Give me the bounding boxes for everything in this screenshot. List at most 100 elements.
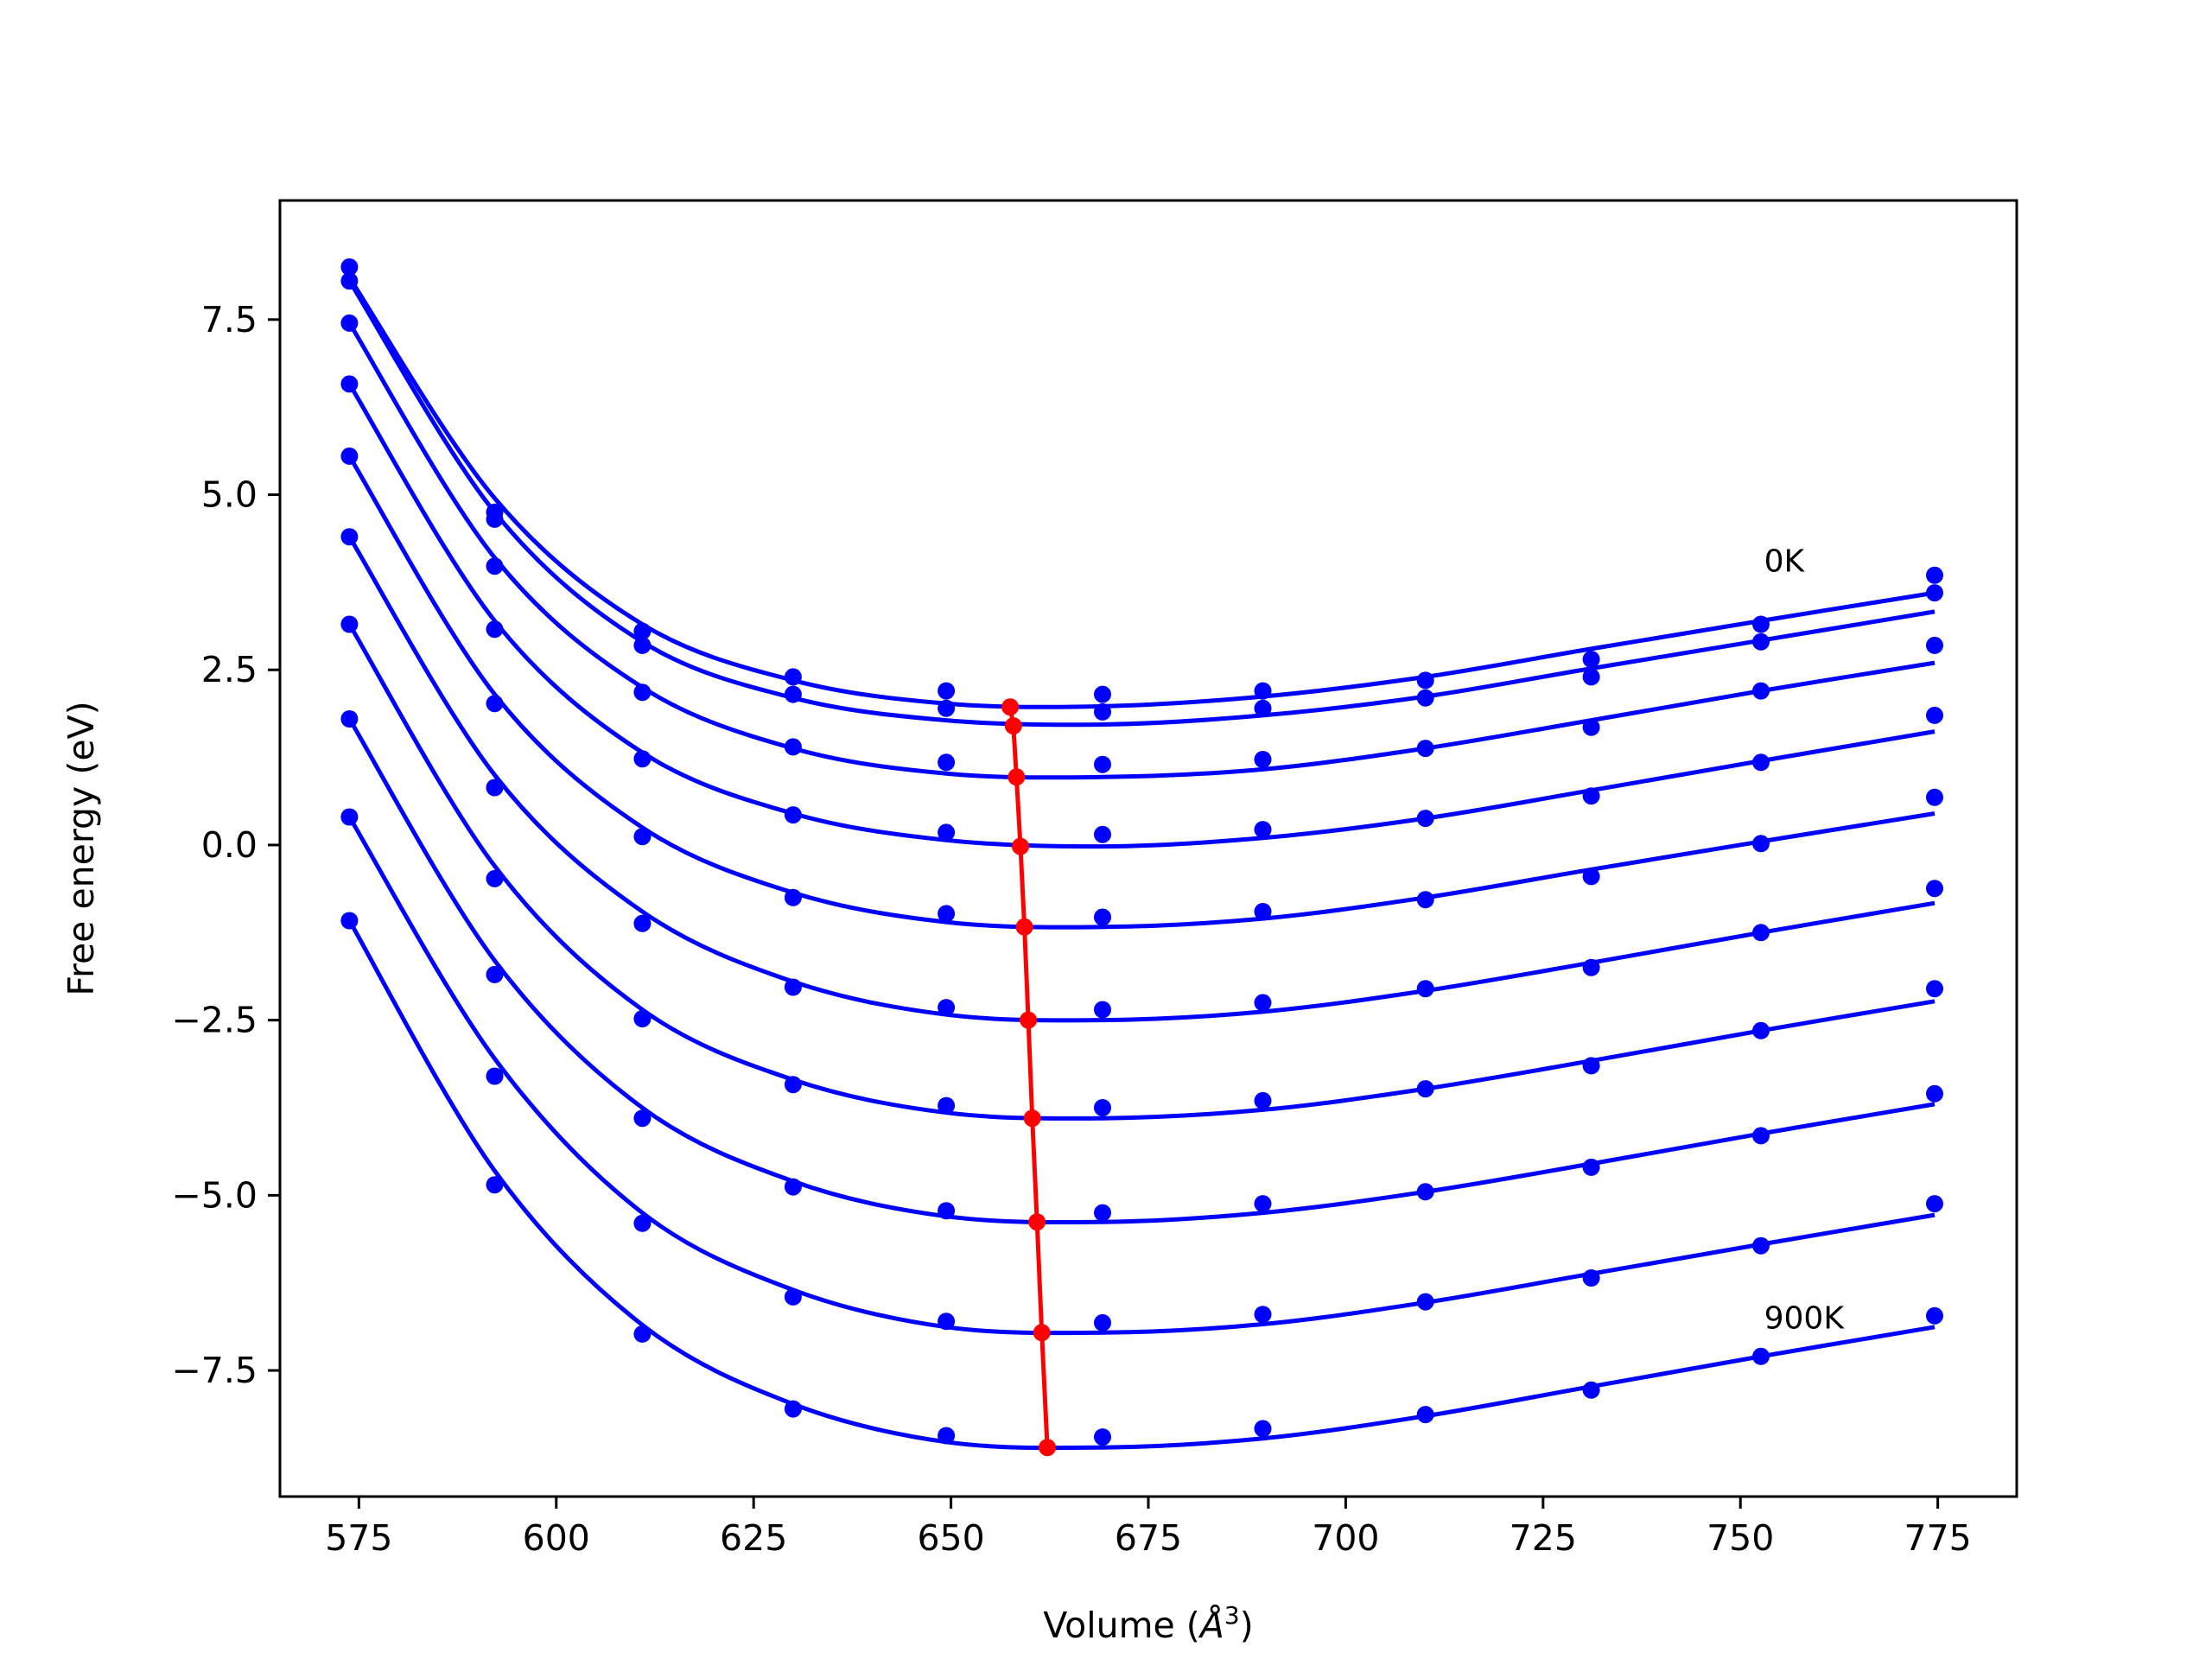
curve-annotation: 900K (1764, 1300, 1846, 1336)
data-point (1752, 1021, 1770, 1039)
minimum-point (1012, 837, 1029, 855)
data-point (1752, 835, 1770, 853)
data-point (633, 1010, 652, 1027)
minimum-point (1004, 717, 1022, 735)
fit-curve-3 (347, 383, 1936, 849)
data-point (784, 1400, 802, 1418)
data-point (1254, 903, 1272, 920)
data-point (1582, 787, 1600, 805)
fit-curve-9 (347, 919, 1936, 1451)
data-point (1094, 1204, 1111, 1222)
x-axis-ticks: 575 600 625 650 675 700 725 750 775 (325, 1497, 1972, 1559)
data-point (340, 258, 359, 276)
data-point (486, 510, 504, 528)
data-point (1254, 1420, 1272, 1438)
x-axis-label: Volume (Å3) (1043, 1601, 1253, 1646)
data-point (1752, 1347, 1770, 1365)
data-point (1254, 1306, 1272, 1324)
data-point (938, 1096, 956, 1115)
data-point (784, 738, 802, 756)
fit-curve-6 (347, 623, 1936, 1121)
fit-curve-2 (347, 321, 1936, 780)
data-point (1094, 1313, 1111, 1332)
data-point (784, 668, 802, 686)
data-point (340, 710, 359, 728)
y-tick-label: 7.5 (201, 299, 257, 340)
data-point (1416, 1183, 1434, 1201)
minimum-point (1023, 1109, 1041, 1128)
data-point (1094, 755, 1111, 773)
data-point (1926, 980, 1943, 998)
minimum-point (1015, 918, 1033, 936)
y-tick-label: −5.0 (171, 1174, 257, 1216)
minimum-point (1001, 698, 1020, 716)
annotations: 0K 900K (1764, 544, 1846, 1337)
data-point (486, 1067, 504, 1085)
data-point (1582, 1381, 1600, 1399)
data-point (784, 806, 802, 824)
fit-curve-8 (347, 816, 1936, 1336)
minimum-point (1028, 1213, 1046, 1231)
y-tick-label: 5.0 (201, 474, 257, 516)
y-tick-label: −2.5 (171, 1000, 257, 1041)
data-point (1926, 636, 1943, 654)
data-point (1582, 958, 1600, 976)
data-point (1416, 810, 1434, 828)
data-point (1416, 1293, 1434, 1311)
data-point (1254, 699, 1272, 717)
x-tick-label: 650 (917, 1517, 984, 1559)
data-point (1926, 584, 1943, 602)
data-point (633, 1109, 652, 1128)
x-tick-label: 575 (325, 1517, 392, 1559)
data-point (1254, 1195, 1272, 1213)
data-point (1094, 702, 1111, 721)
data-point (1926, 880, 1943, 898)
data-point (938, 753, 956, 772)
data-point (633, 636, 652, 654)
data-point (1416, 891, 1434, 909)
data-point (938, 682, 956, 700)
data-point (340, 272, 359, 290)
data-point (1926, 706, 1943, 724)
data-point (1582, 1158, 1600, 1176)
data-point (784, 888, 802, 906)
data-point (784, 1287, 802, 1306)
data-point (486, 695, 504, 713)
y-tick-label: −7.5 (171, 1350, 257, 1391)
data-point (938, 999, 956, 1017)
data-point (340, 808, 359, 826)
data-point (1926, 566, 1943, 584)
data-point (938, 905, 956, 923)
data-point (1926, 1084, 1943, 1103)
fit-curve-5 (347, 535, 1936, 1023)
data-point (486, 620, 504, 639)
data-point (938, 699, 956, 717)
data-point (1094, 1001, 1111, 1019)
data-point (1416, 740, 1434, 758)
data-point (340, 375, 359, 393)
x-tick-label: 725 (1510, 1517, 1577, 1559)
x-tick-label: 750 (1707, 1517, 1774, 1559)
data-point (1926, 1195, 1943, 1213)
data-point (1582, 868, 1600, 886)
fit-curve-4 (347, 454, 1936, 930)
data-point (1752, 1127, 1770, 1145)
fit-curve-0 (347, 276, 1936, 709)
data-point (784, 685, 802, 703)
data-point (633, 1325, 652, 1343)
data-point (1094, 1099, 1111, 1116)
data-point (1094, 908, 1111, 926)
data-point (784, 1178, 802, 1196)
data-point (1752, 753, 1770, 772)
equilibrium-volume-line (1007, 706, 1050, 1448)
data-point (486, 557, 504, 575)
data-point (486, 779, 504, 797)
data-point (1582, 668, 1600, 686)
y-tick-label: 0.0 (201, 824, 257, 866)
data-point (938, 1202, 956, 1220)
data-point (633, 828, 652, 846)
data-point (784, 978, 802, 996)
x-tick-label: 625 (720, 1517, 787, 1559)
data-point (1752, 682, 1770, 700)
